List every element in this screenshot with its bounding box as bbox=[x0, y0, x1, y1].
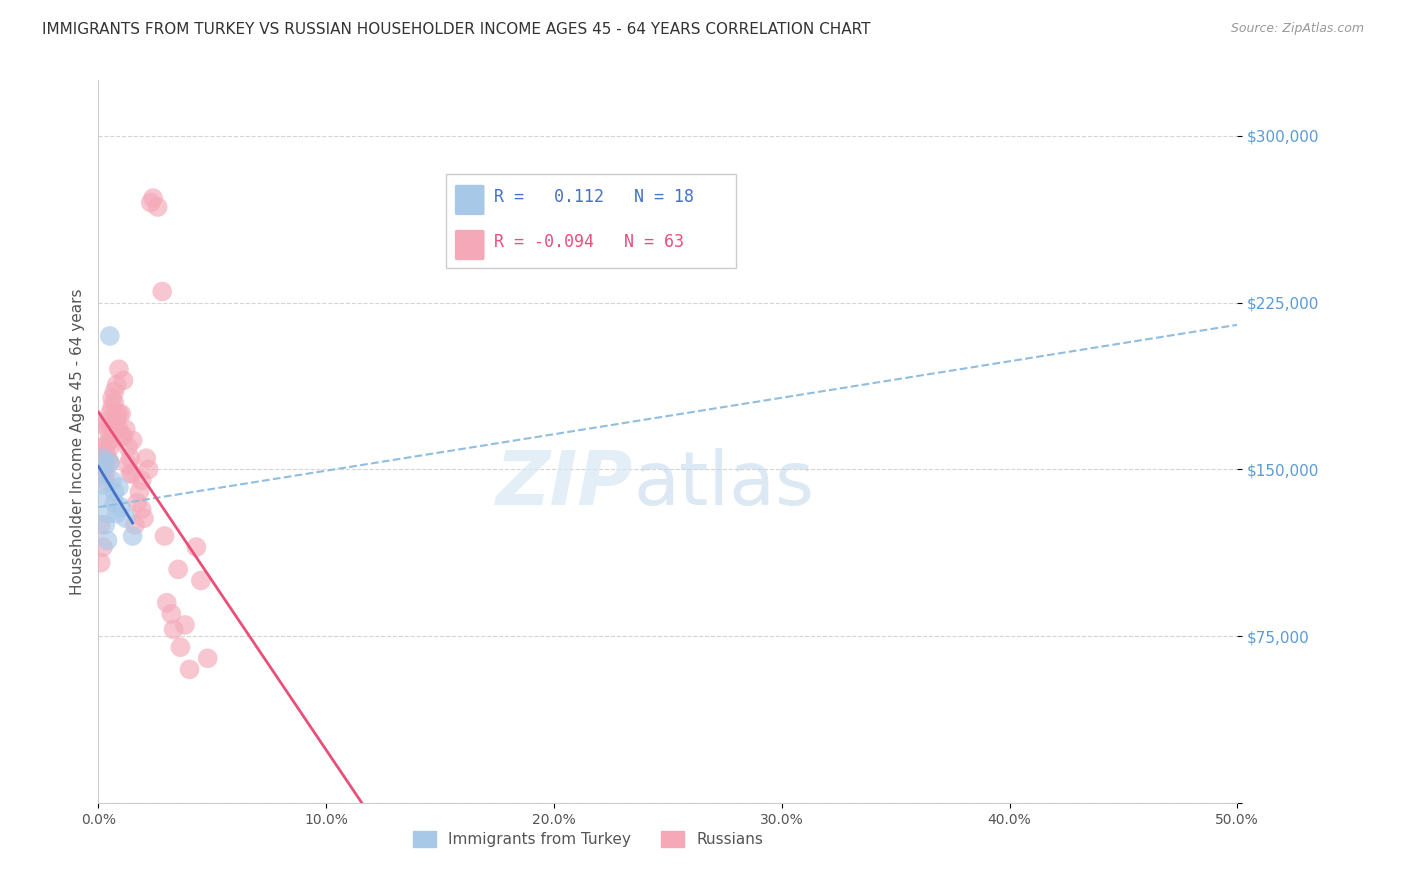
Point bbox=[150, 285, 173, 299]
Point bbox=[103, 484, 125, 499]
Point bbox=[94, 474, 117, 488]
Point bbox=[105, 407, 128, 421]
Point bbox=[94, 517, 117, 532]
Point bbox=[186, 540, 208, 554]
Text: Source: ZipAtlas.com: Source: ZipAtlas.com bbox=[1230, 22, 1364, 36]
Point bbox=[96, 435, 118, 450]
Point bbox=[98, 440, 121, 454]
Point bbox=[160, 607, 183, 621]
Point bbox=[197, 651, 219, 665]
FancyBboxPatch shape bbox=[446, 174, 737, 268]
Point bbox=[103, 496, 125, 510]
Point bbox=[105, 413, 128, 427]
Point bbox=[94, 491, 117, 506]
Point bbox=[98, 456, 121, 470]
Point bbox=[174, 618, 197, 632]
Point bbox=[179, 662, 201, 676]
Point bbox=[105, 507, 128, 521]
Point bbox=[121, 467, 143, 481]
Point bbox=[120, 467, 142, 481]
Point bbox=[110, 407, 132, 421]
Point bbox=[91, 451, 114, 466]
Point bbox=[91, 451, 114, 466]
Point bbox=[146, 200, 169, 214]
Point bbox=[96, 451, 118, 466]
Point bbox=[90, 556, 112, 570]
Point bbox=[98, 407, 121, 421]
Point bbox=[167, 562, 190, 576]
Point bbox=[110, 429, 132, 443]
Point bbox=[96, 413, 118, 427]
Point bbox=[90, 467, 112, 481]
Point bbox=[98, 329, 121, 343]
Point bbox=[94, 467, 117, 481]
Point bbox=[121, 529, 143, 543]
Point bbox=[94, 417, 117, 432]
Text: R = -0.094   N = 63: R = -0.094 N = 63 bbox=[494, 233, 683, 251]
Point bbox=[169, 640, 191, 655]
Point bbox=[112, 429, 135, 443]
Point bbox=[101, 400, 124, 414]
Text: R =   0.112   N = 18: R = 0.112 N = 18 bbox=[494, 187, 693, 206]
Point bbox=[98, 434, 121, 448]
Point bbox=[142, 191, 165, 205]
FancyBboxPatch shape bbox=[456, 185, 485, 215]
Point bbox=[156, 596, 179, 610]
Point bbox=[153, 529, 176, 543]
Legend: Immigrants from Turkey, Russians: Immigrants from Turkey, Russians bbox=[406, 825, 769, 853]
Point bbox=[190, 574, 212, 588]
Y-axis label: Householder Income Ages 45 - 64 years: Householder Income Ages 45 - 64 years bbox=[69, 288, 84, 595]
Point bbox=[101, 422, 124, 436]
Point bbox=[114, 511, 136, 525]
Point bbox=[128, 484, 150, 499]
Point bbox=[135, 451, 157, 466]
Text: ZIP: ZIP bbox=[496, 449, 634, 522]
FancyBboxPatch shape bbox=[456, 230, 485, 260]
Point bbox=[96, 422, 118, 436]
Point bbox=[127, 496, 149, 510]
Point bbox=[91, 478, 114, 492]
Point bbox=[131, 502, 153, 516]
Point bbox=[132, 511, 155, 525]
Point bbox=[94, 444, 117, 458]
Point bbox=[98, 456, 121, 470]
Point bbox=[91, 440, 114, 454]
Point bbox=[114, 422, 136, 436]
Point bbox=[117, 458, 139, 472]
Point bbox=[96, 507, 118, 521]
Point bbox=[121, 434, 143, 448]
Point bbox=[131, 474, 153, 488]
Point bbox=[103, 417, 125, 432]
Point bbox=[101, 391, 124, 405]
Point bbox=[94, 458, 117, 472]
Point bbox=[105, 377, 128, 392]
Point bbox=[101, 474, 124, 488]
Point bbox=[103, 395, 125, 409]
Point bbox=[124, 517, 146, 532]
Point bbox=[112, 373, 135, 387]
Point bbox=[108, 407, 131, 421]
Point bbox=[91, 540, 114, 554]
Point bbox=[108, 480, 131, 494]
Point bbox=[117, 440, 139, 454]
Point bbox=[110, 500, 132, 515]
Point bbox=[108, 422, 131, 436]
Point bbox=[96, 533, 118, 548]
Text: IMMIGRANTS FROM TURKEY VS RUSSIAN HOUSEHOLDER INCOME AGES 45 - 64 YEARS CORRELAT: IMMIGRANTS FROM TURKEY VS RUSSIAN HOUSEH… bbox=[42, 22, 870, 37]
Point bbox=[162, 623, 184, 637]
Point bbox=[138, 462, 160, 476]
Point bbox=[120, 451, 142, 466]
Point bbox=[90, 517, 112, 532]
Text: atlas: atlas bbox=[634, 449, 814, 522]
Point bbox=[139, 195, 162, 210]
Point bbox=[103, 384, 125, 399]
Point bbox=[108, 362, 131, 376]
